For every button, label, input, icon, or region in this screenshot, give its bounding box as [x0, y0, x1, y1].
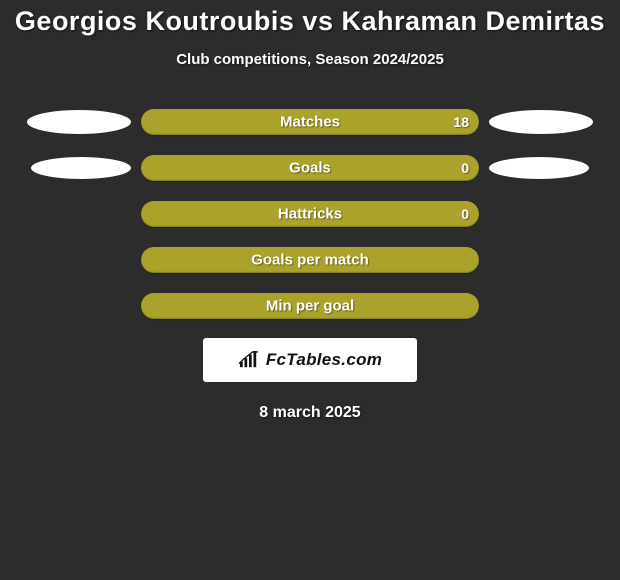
brand-badge: FcTables.com — [203, 338, 417, 382]
stat-row: Min per goal — [0, 292, 620, 320]
stat-label: Matches — [280, 114, 340, 131]
stat-row: Goals per match — [0, 246, 620, 274]
date-label: 8 march 2025 — [0, 404, 620, 422]
stat-row: Matches 18 — [0, 108, 620, 136]
stat-bar: Goals 0 — [141, 155, 479, 181]
stat-value: 18 — [453, 114, 469, 130]
player-right-oval — [489, 110, 593, 134]
stat-bar: Hattricks 0 — [141, 201, 479, 227]
brand-text: FcTables.com — [266, 350, 382, 370]
stat-label: Goals — [289, 160, 331, 177]
stat-bar: Matches 18 — [141, 109, 479, 135]
stat-row: Hattricks 0 — [0, 200, 620, 228]
bar-chart-icon — [238, 351, 260, 369]
player-left-oval — [27, 110, 131, 134]
stat-row: Goals 0 — [0, 154, 620, 182]
comparison-card: Georgios Koutroubis vs Kahraman Demirtas… — [0, 0, 620, 580]
stat-rows: Matches 18 Goals 0 Hattricks 0 Goals per — [0, 108, 620, 320]
stat-bar: Goals per match — [141, 247, 479, 273]
stat-label: Goals per match — [251, 252, 369, 269]
stat-label: Hattricks — [278, 206, 342, 223]
player-left-oval — [31, 157, 131, 179]
subtitle: Club competitions, Season 2024/2025 — [0, 51, 620, 68]
stat-value: 0 — [461, 206, 469, 222]
stat-value: 0 — [461, 160, 469, 176]
player-right-oval — [489, 157, 589, 179]
stat-label: Min per goal — [266, 298, 354, 315]
stat-bar: Min per goal — [141, 293, 479, 319]
page-title: Georgios Koutroubis vs Kahraman Demirtas — [0, 0, 620, 37]
